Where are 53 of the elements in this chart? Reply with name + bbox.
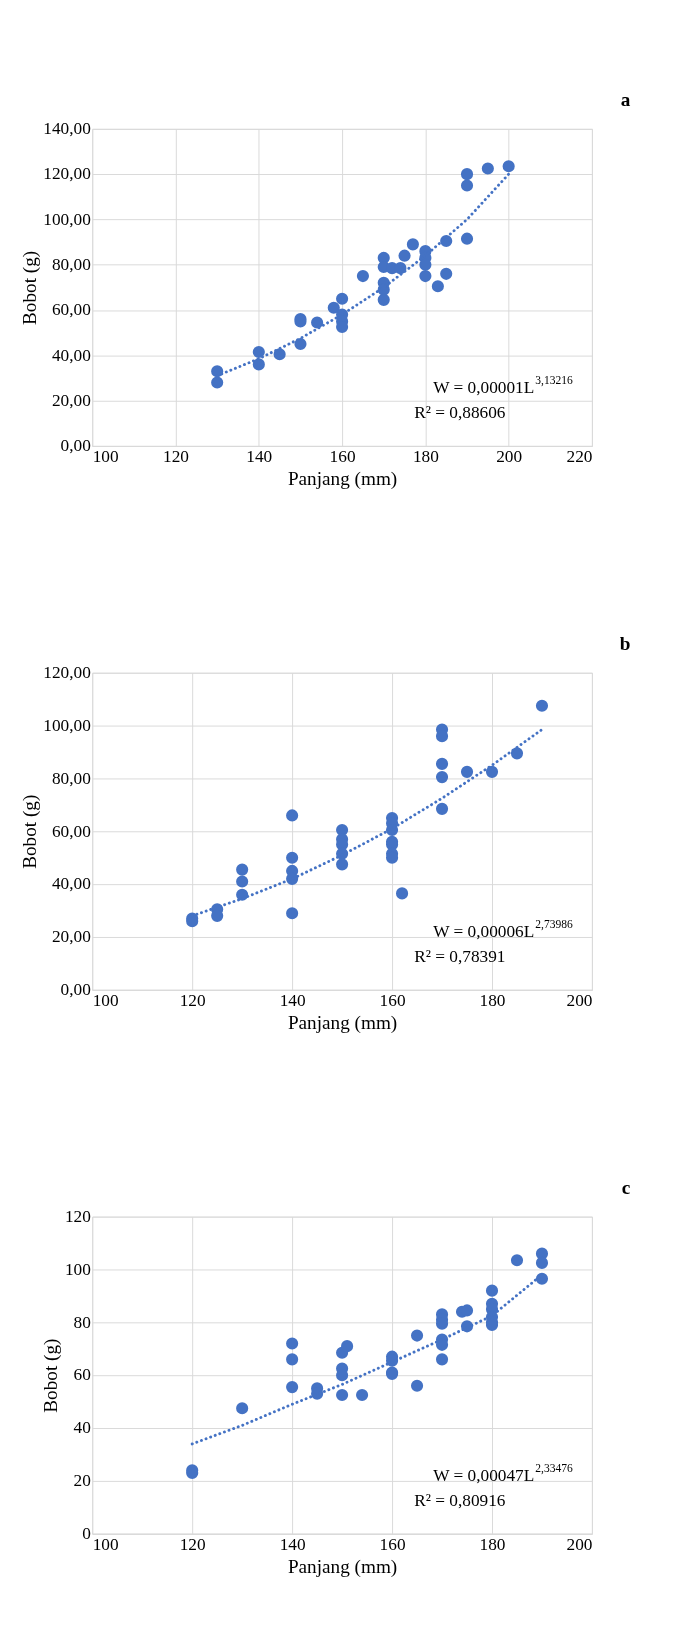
- annotation: R² = 0,78391: [414, 946, 506, 966]
- y-axis-title: Bobot (g): [18, 794, 41, 869]
- x-tick-label: 140: [279, 1534, 306, 1554]
- x-tick-label: 120: [179, 1534, 206, 1554]
- x-tick-label: 100: [92, 446, 119, 466]
- y-tick-label: 0,00: [60, 980, 91, 1000]
- y-tick-label: 100,00: [43, 209, 91, 229]
- x-tick-label: 100: [92, 990, 119, 1010]
- x-tick-label: 140: [279, 990, 306, 1010]
- x-tick-label: 180: [479, 1534, 506, 1554]
- x-tick-label: 220: [566, 446, 593, 466]
- annotation: R² = 0,88606: [414, 403, 506, 423]
- y-axis-title: Bobot (g): [18, 250, 41, 325]
- y-tick-label: 60: [73, 1365, 91, 1385]
- y-tick-label: 100,00: [43, 715, 91, 735]
- y-tick-label: 120,00: [43, 164, 91, 184]
- x-axis-title: Panjang (mm): [287, 1011, 398, 1034]
- y-tick-label: 80,00: [51, 255, 91, 275]
- x-axis-title: Panjang (mm): [287, 467, 398, 490]
- text: a: [620, 88, 631, 110]
- x-tick-label: 200: [566, 990, 593, 1010]
- y-tick-label: 60,00: [51, 821, 91, 841]
- y-tick-label: 0,00: [60, 436, 91, 456]
- y-tick-label: 140,00: [43, 119, 91, 139]
- y-tick-label: 100: [64, 1259, 91, 1279]
- y-tick-label: 80,00: [51, 768, 91, 788]
- y-tick-label: 60,00: [51, 300, 91, 320]
- text: c: [621, 1176, 631, 1198]
- y-axis-title: Bobot (g): [40, 1338, 63, 1413]
- x-tick-label: 200: [496, 446, 523, 466]
- x-tick-label: 180: [479, 990, 506, 1010]
- x-tick-label: 160: [329, 446, 356, 466]
- x-axis-title: Panjang (mm): [287, 1555, 398, 1578]
- x-tick-label: 140: [246, 446, 273, 466]
- y-tick-label: 20,00: [51, 390, 91, 410]
- y-tick-label: 40,00: [51, 874, 91, 894]
- x-tick-label: 120: [163, 446, 189, 466]
- x-tick-label: 180: [412, 446, 439, 466]
- x-tick-label: 200: [566, 1534, 593, 1554]
- y-tick-label: 40: [73, 1418, 91, 1438]
- y-tick-label: 120,00: [43, 663, 91, 683]
- x-tick-label: 120: [179, 990, 206, 1010]
- y-tick-label: 0: [82, 1524, 91, 1544]
- y-tick-label: 20,00: [51, 927, 91, 947]
- y-tick-label: 20: [73, 1471, 91, 1491]
- x-tick-label: 160: [379, 990, 406, 1010]
- annotation: R² = 0,80916: [414, 1490, 506, 1510]
- x-tick-label: 100: [92, 1534, 119, 1554]
- y-tick-label: 80: [73, 1312, 91, 1332]
- x-tick-label: 160: [379, 1534, 406, 1554]
- y-tick-label: 120: [64, 1206, 91, 1226]
- y-tick-label: 40,00: [51, 345, 91, 365]
- text: b: [619, 632, 631, 654]
